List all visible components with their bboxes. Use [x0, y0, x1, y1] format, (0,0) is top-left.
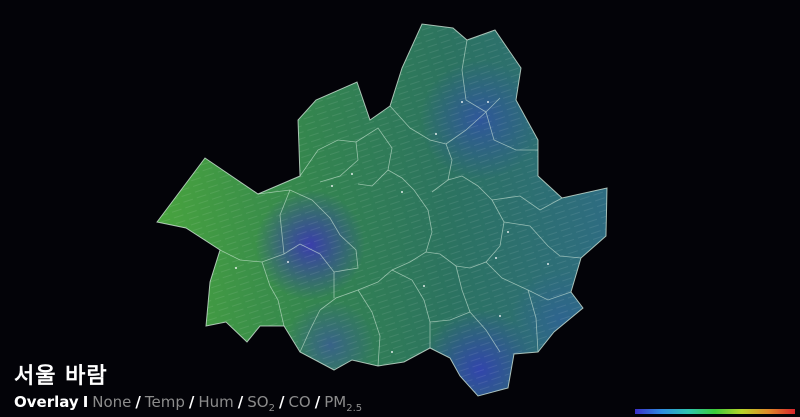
- overlay-option-hum[interactable]: Hum: [198, 393, 234, 411]
- separator: /: [135, 393, 141, 411]
- overlay-option-none[interactable]: None: [92, 393, 132, 411]
- overlay-selector: Overlay I None / Temp / Hum / SO2/CO / PM2.5: [14, 393, 362, 414]
- overlay-option-so2[interactable]: SO2: [247, 393, 275, 414]
- seoul-districts: [157, 24, 607, 396]
- overlay-label: Overlay: [14, 393, 79, 411]
- so2-text: SO: [247, 393, 269, 411]
- color-scale-bar: [635, 409, 795, 414]
- station-markers: [235, 101, 549, 353]
- separator: /: [237, 393, 244, 411]
- so2-subscript: 2: [268, 403, 275, 414]
- overlay-option-pm25[interactable]: PM2.5: [324, 393, 363, 414]
- pm-text: PM: [324, 393, 347, 411]
- separator: /: [278, 393, 285, 411]
- map-title: 서울 바람: [14, 364, 108, 389]
- overlay-option-co[interactable]: CO: [288, 393, 311, 411]
- overlay-divider: I: [82, 393, 89, 411]
- separator: /: [314, 393, 321, 411]
- pm-subscript: 2.5: [346, 403, 363, 414]
- district-borders: [219, 39, 582, 367]
- overlay-option-temp[interactable]: Temp: [144, 393, 185, 411]
- separator: /: [188, 393, 195, 411]
